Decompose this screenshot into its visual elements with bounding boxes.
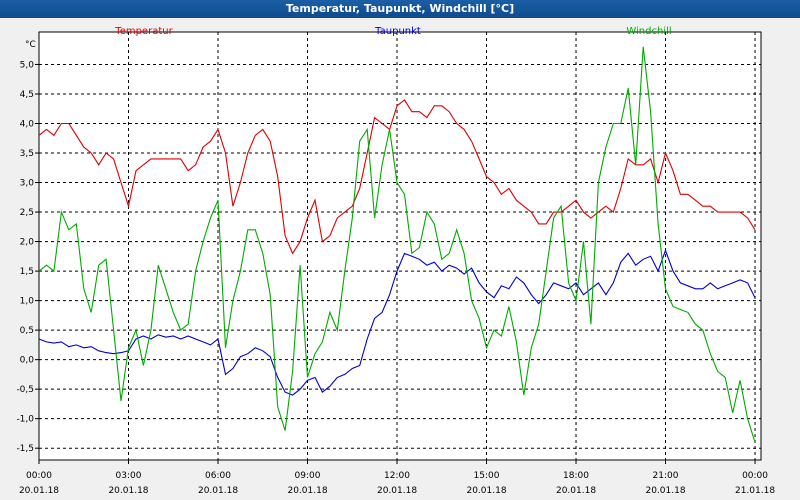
x-tick-time: 15:00 xyxy=(474,471,500,481)
series-line-windchill xyxy=(38,46,756,443)
grid-lines xyxy=(35,32,761,464)
y-tick-label: 4,5 xyxy=(20,90,34,100)
legend-windchill: Windchill xyxy=(626,26,671,37)
x-tick-time: 03:00 xyxy=(116,471,142,481)
x-tick-time: 12:00 xyxy=(384,471,410,481)
series-line-taupunkt xyxy=(38,248,756,396)
x-tick-date: 20.01.18 xyxy=(108,486,148,496)
y-tick-label: 3,5 xyxy=(20,149,34,159)
y-tick-label: 5,0 xyxy=(20,60,35,70)
x-tick-time: 00:00 xyxy=(742,471,768,481)
x-tick-time: 00:00 xyxy=(26,471,52,481)
x-tick-labels: 00:00 20.01.18 03:00 20.01.18 06:00 20.01.18 0… xyxy=(19,471,775,496)
y-tick-label: 2,5 xyxy=(20,208,34,218)
y-axis-label: °C xyxy=(25,40,36,50)
y-tick-label: 1,5 xyxy=(20,267,34,277)
legend-temperatur: Temperatur xyxy=(114,26,173,37)
line-chart: 5,0 4,5 4,0 3,5 3,0 2,5 2,0 1,5 1,0 0,5 0,0 -0,5 -1,… xyxy=(16,26,775,496)
x-tick-date: 20.01.18 xyxy=(19,486,59,496)
legend-taupunkt: Taupunkt xyxy=(374,26,421,37)
x-tick-time: 18:00 xyxy=(563,471,589,481)
x-tick-date: 20.01.18 xyxy=(645,486,685,496)
x-tick-date: 21.01.18 xyxy=(735,486,775,496)
y-tick-label: -1,0 xyxy=(16,415,34,425)
x-tick-date: 20.01.18 xyxy=(556,486,596,496)
chart-title: Temperatur, Taupunkt, Windchill [°C] xyxy=(0,0,800,18)
x-tick-date: 20.01.18 xyxy=(377,486,417,496)
x-tick-date: 20.01.18 xyxy=(466,486,506,496)
y-tick-label: 3,0 xyxy=(20,179,35,189)
x-tick-date: 20.01.18 xyxy=(198,486,238,496)
x-tick-time: 06:00 xyxy=(205,471,231,481)
x-tick-time: 21:00 xyxy=(653,471,679,481)
y-tick-label: 2,0 xyxy=(20,238,35,248)
x-tick-time: 09:00 xyxy=(295,471,321,481)
y-tick-label: 4,0 xyxy=(20,120,35,130)
y-tick-label: -0,5 xyxy=(16,385,34,395)
y-tick-label: -1,5 xyxy=(16,444,34,454)
y-tick-label: 1,0 xyxy=(20,297,35,307)
series-lines xyxy=(38,46,756,443)
y-tick-label: 0,5 xyxy=(20,326,34,336)
y-tick-labels: 5,0 4,5 4,0 3,5 3,0 2,5 2,0 1,5 1,0 0,5 0,0 -0,5 -1,… xyxy=(16,60,34,454)
x-tick-date: 20.01.18 xyxy=(287,486,327,496)
y-tick-label: 0,0 xyxy=(20,356,35,366)
plot-area xyxy=(38,31,762,461)
